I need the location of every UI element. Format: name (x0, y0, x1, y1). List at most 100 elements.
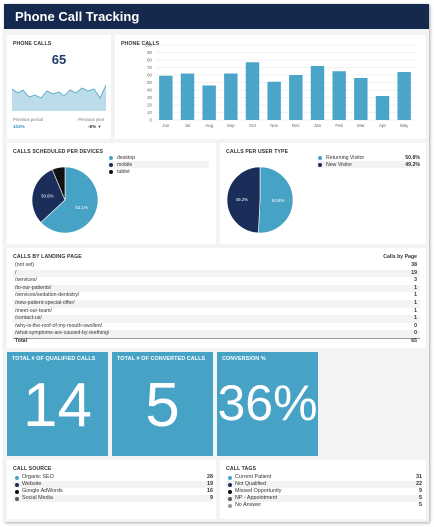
previous-year-value-text: -8% (88, 124, 97, 129)
phone-calls-card-title: PHONE CALLS (13, 41, 52, 47)
x-tick-label: Jul (185, 123, 191, 128)
landing-page-calls: 1 (414, 284, 417, 291)
phone-calls-sparkline (12, 84, 106, 111)
legend-dot-icon (228, 482, 232, 487)
previous-period-value: 103% (13, 124, 25, 129)
y-tick-label: 50 (147, 80, 152, 85)
x-tick-label: Jun (162, 123, 170, 128)
legend-dot-icon (15, 496, 19, 501)
list-item-value: 9 (419, 488, 422, 494)
legend-label: tablet (117, 168, 130, 175)
landing-page-calls: 1 (414, 292, 417, 299)
landing-page-path: /new-patient-special-offer/ (15, 300, 75, 306)
list-item: No Answer 5 (226, 502, 422, 509)
devices-legend-tablet: tablet (109, 168, 209, 175)
table-row: /to-our-patients/1 (13, 284, 420, 293)
converted-calls-tile: TOTAL # OF CONVERTED CALLS 5 (112, 352, 213, 456)
call-tags-title: CALL TAGS (226, 466, 257, 472)
devices-legend-desktop: desktop (109, 154, 209, 161)
dashboard-page: Phone Call Tracking PHONE CALLS 65 Previ… (4, 4, 429, 522)
list-item: NP - Appointment 5 (226, 495, 422, 502)
x-tick-label: Oct (249, 123, 257, 128)
list-item: Website 19 (13, 481, 213, 488)
bar (354, 78, 368, 120)
landing-page-path: (not set) (15, 262, 35, 268)
legend-dot-icon (228, 489, 232, 494)
list-item-value: 22 (416, 481, 422, 487)
previous-period-label: Previous period (13, 117, 43, 122)
legend-label: mobile (117, 161, 133, 168)
table-row: /new-patient-special-offer/1 (13, 300, 420, 308)
legend-dot-icon (228, 503, 232, 508)
bar (289, 75, 303, 120)
table-row: /what-symptoms-are-caused-by-teething/0 (13, 330, 420, 338)
total-value: 65 (411, 338, 417, 344)
table-row: /contact-us/1 (13, 315, 420, 323)
total-label: Total (15, 338, 28, 344)
x-tick-label: May (400, 123, 409, 128)
pie-slice (226, 166, 261, 234)
list-item-value: 5 (419, 502, 422, 508)
list-item: Not Qualified 22 (226, 481, 422, 488)
legend-dot-icon (15, 475, 19, 480)
x-tick-label: Feb (335, 123, 343, 128)
landing-page-path: /services/ (15, 277, 37, 284)
phone-calls-value: 65 (51, 52, 67, 67)
legend-label: New Visitor (326, 161, 353, 168)
legend-dot-icon (109, 155, 113, 160)
legend-dot-icon (228, 475, 232, 480)
y-tick-label: 40 (147, 88, 152, 93)
landing-page-path: /to-our-patients/ (15, 284, 52, 291)
landing-page-path: /services/sedation-dentistry/ (15, 292, 80, 299)
phone-calls-card: PHONE CALLS 65 Previous period 103% Prev… (7, 35, 111, 139)
x-tick-label: Jan (314, 123, 322, 128)
list-item-label: NP - Appointment (235, 495, 278, 501)
phone-calls-bar-chart-card: PHONE CALLS 0 10 20 30 40 50 60 70 80 90 100 Jun Jul… (115, 35, 426, 139)
call-source-card: CALL SOURCE Organic SEO 28 Website 19 Google… (7, 460, 216, 519)
bar (397, 72, 411, 120)
table-row: / 19 (13, 269, 420, 278)
call-source-title: CALL SOURCE (13, 466, 52, 472)
list-item-label: Google AdWords (22, 488, 63, 494)
devices-pie-chart: 63.1% 30.6% (31, 166, 99, 234)
legend-label: Returning Visitor (326, 154, 365, 161)
landing-page-title: CALLS BY LANDING PAGE (13, 254, 82, 260)
bar (202, 85, 216, 120)
landing-page-table-card: CALLS BY LANDING PAGE Calls by Page (not… (7, 248, 426, 348)
list-item: Organic SEO 28 (13, 474, 213, 481)
list-item-value: 19 (207, 481, 213, 487)
user-type-pie-card: CALLS PER USER TYPE 50.8% 49.2% Returning… (220, 143, 426, 244)
list-item-label: Website (22, 481, 42, 487)
y-tick-label: 70 (147, 65, 152, 70)
landing-page-total-row: Total 65 (13, 338, 420, 346)
list-item-label: Missed Opportunity (235, 488, 282, 494)
legend-dot-icon (228, 496, 232, 501)
list-item-value: 5 (419, 495, 422, 501)
table-row: /services/sedation-dentistry/1 (13, 292, 420, 300)
landing-page-column-header: Calls by Page (383, 254, 417, 260)
legend-percent: 49.2% (405, 161, 420, 168)
list-item-value: 16 (207, 488, 213, 494)
devices-card-title: CALLS SCHEDULED PER DEVICES (13, 149, 104, 155)
list-item: Missed Opportunity 9 (226, 488, 422, 495)
table-row: /meet-our-team/1 (13, 308, 420, 316)
legend-label: desktop (117, 154, 136, 161)
bar (332, 71, 346, 120)
y-tick-label: 10 (147, 110, 152, 115)
bar (159, 75, 173, 120)
qualified-calls-value: 14 (23, 371, 92, 440)
y-tick-label: 0 (150, 118, 153, 123)
legend-dot-icon (15, 482, 19, 487)
previous-year-label: Previous year (78, 117, 105, 122)
legend-dot-icon (109, 169, 113, 174)
x-tick-label: Mar (357, 123, 365, 128)
landing-page-calls: 0 (414, 330, 417, 337)
converted-calls-value: 5 (145, 371, 180, 440)
list-item-value: 9 (210, 495, 213, 501)
list-item-label: No Answer (235, 502, 262, 508)
pie-slice-label: 50.8% (272, 198, 285, 203)
conversion-rate-tile: CONVERSION % 36% (217, 352, 318, 456)
bar (310, 66, 325, 120)
pie-slice (40, 166, 99, 234)
user-type-legend-new: New Visitor 49.2% (318, 161, 420, 168)
